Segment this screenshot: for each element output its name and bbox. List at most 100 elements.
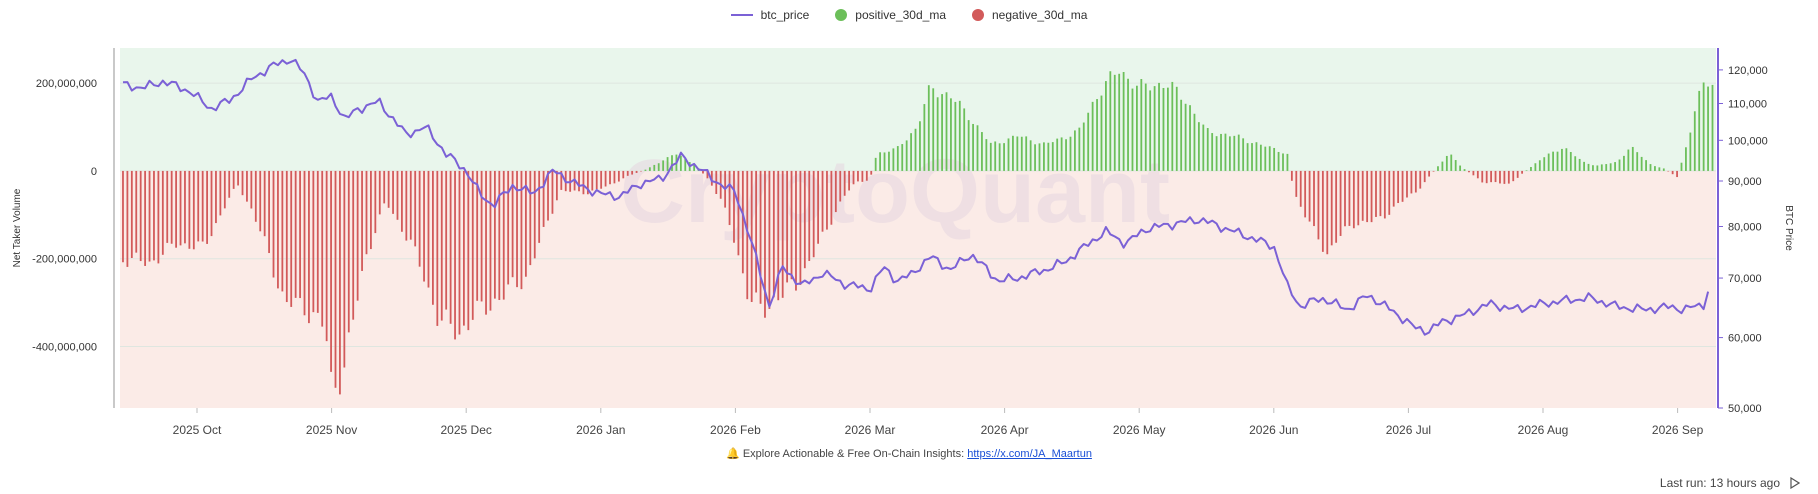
negative-bar — [502, 170, 505, 300]
negative-bar — [1366, 170, 1369, 223]
negative-bar — [449, 170, 452, 324]
negative-bar — [294, 170, 297, 298]
negative-bar — [409, 170, 412, 240]
negative-bar — [507, 170, 510, 285]
negative-bar — [578, 170, 580, 192]
positive-bar — [1600, 164, 1603, 171]
legend-item-negative-30d-ma[interactable]: negative_30d_ma — [972, 8, 1087, 22]
positive-bar — [1122, 71, 1125, 171]
positive-bar — [1698, 90, 1701, 171]
negative-bar — [330, 170, 332, 372]
right-tick-label: 110,000 — [1728, 98, 1767, 110]
negative-bar — [511, 170, 514, 278]
positive-bar — [1074, 130, 1076, 171]
btc-price-path — [122, 58, 1710, 336]
x-tick-label: 2025 Oct — [173, 423, 222, 437]
legend-item-btc-price[interactable]: btc_price — [730, 8, 809, 22]
positive-bar — [1658, 167, 1661, 171]
x-tick-label: 2026 Apr — [981, 423, 1029, 437]
negative-bar — [352, 170, 355, 320]
negative-bar — [702, 170, 704, 174]
footer-link[interactable]: https://x.com/JA_Maartun — [967, 448, 1092, 460]
negative-bar — [786, 170, 789, 283]
x-tick-label: 2026 Jun — [1249, 423, 1298, 437]
positive-bar — [1569, 152, 1572, 171]
negative-bar — [458, 170, 461, 335]
negative-bar — [1357, 170, 1360, 226]
positive-bar — [1583, 161, 1585, 171]
negative-bar — [1335, 170, 1338, 243]
background-zones — [120, 48, 1716, 408]
negative-bar — [1290, 170, 1293, 181]
negative-bar — [1317, 170, 1320, 240]
negative-bar — [489, 170, 492, 311]
negative-bar — [710, 170, 713, 186]
negative-bar — [1397, 170, 1400, 204]
positive-bar — [1211, 133, 1214, 171]
positive-bar — [1149, 90, 1152, 171]
positive-bar — [1016, 136, 1019, 171]
negative-bar — [817, 170, 820, 244]
positive-bar — [684, 158, 687, 171]
positive-bar — [1441, 161, 1444, 171]
right-tick-label: 70,000 — [1728, 273, 1762, 285]
negative-bar — [312, 170, 315, 313]
positive-bar — [1454, 160, 1457, 171]
negative-bar — [1406, 170, 1408, 198]
positive-bar — [1565, 148, 1568, 171]
negative-bar — [139, 170, 142, 262]
watermark-text: CryptoQuant — [620, 142, 1170, 242]
negative-bar — [392, 170, 394, 214]
positive-bar — [1623, 155, 1625, 171]
negative-bar — [538, 170, 541, 243]
positive-bar — [1175, 86, 1178, 171]
negative-bar — [356, 170, 359, 301]
negative-bar — [148, 170, 151, 262]
negative-bar — [750, 170, 753, 302]
net-taker-bars — [122, 71, 1714, 395]
negative-bar — [370, 170, 372, 250]
positive-bar — [1538, 160, 1541, 171]
positive-bar — [1645, 160, 1647, 171]
negative-bar — [179, 170, 182, 246]
negative-bar — [436, 170, 439, 326]
positive-bar — [1215, 136, 1218, 171]
negative-bar — [781, 170, 784, 298]
negative-bar — [485, 170, 487, 315]
positive-bar — [1153, 86, 1156, 171]
negative-bar — [591, 170, 594, 191]
negative-bar — [631, 170, 634, 175]
positive-bar — [1060, 137, 1063, 171]
positive-bar — [1574, 156, 1577, 171]
positive-bar — [945, 92, 948, 171]
right-tick-label: 90,000 — [1728, 176, 1762, 188]
positive-bar — [1193, 113, 1196, 171]
positive-bar — [927, 85, 930, 171]
negative-bar — [285, 170, 288, 303]
positive-bar — [1131, 88, 1134, 171]
x-tick-label: 2026 Feb — [710, 423, 761, 437]
positive-bar — [1587, 163, 1590, 171]
negative-bar — [378, 170, 381, 215]
play-icon[interactable] — [1788, 476, 1802, 490]
legend-label: negative_30d_ma — [992, 8, 1088, 22]
negative-bar — [640, 170, 642, 172]
negative-bar — [374, 170, 377, 234]
negative-bar — [746, 170, 749, 300]
positive-bar — [972, 123, 974, 171]
negative-bar — [290, 170, 293, 307]
positive-bar — [1034, 144, 1036, 171]
negative-bar — [250, 170, 253, 209]
positive-bar — [879, 152, 881, 171]
negative-bar — [524, 170, 527, 277]
negative-bar — [755, 170, 758, 293]
negative-bar — [454, 170, 456, 340]
negative-bar — [586, 170, 589, 195]
negative-bar — [405, 170, 408, 241]
positive-bar — [644, 169, 647, 171]
x-tick-label: 2026 Jul — [1386, 423, 1431, 437]
negative-bar — [246, 170, 248, 202]
legend-item-positive-30d-ma[interactable]: positive_30d_ma — [835, 8, 946, 22]
negative-bar — [852, 170, 855, 185]
positive-bar — [901, 144, 904, 171]
